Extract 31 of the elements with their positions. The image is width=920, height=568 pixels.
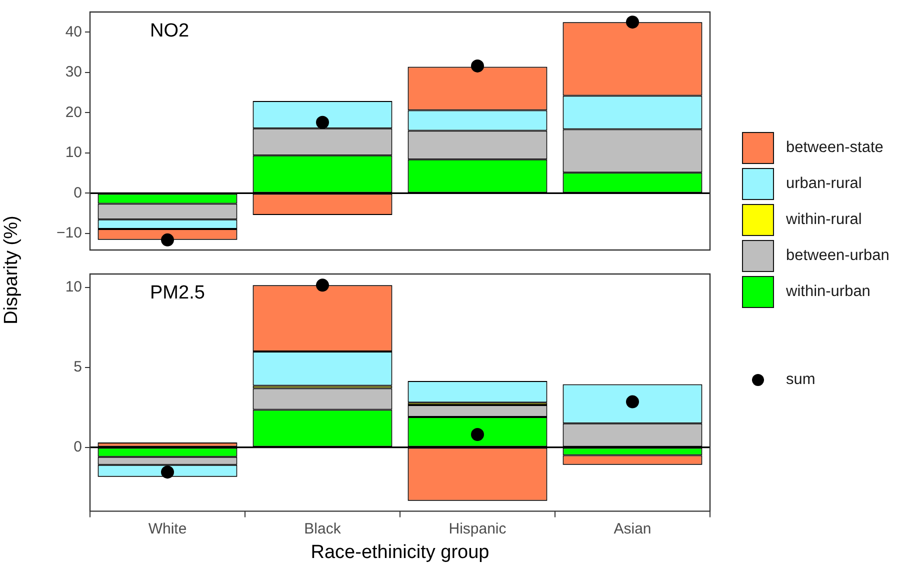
y-tick-label: 30 bbox=[65, 64, 82, 81]
point bbox=[161, 233, 174, 246]
legend-label: within-rural bbox=[786, 211, 862, 229]
legend-label: between-urban bbox=[786, 247, 890, 265]
x-tick-label: Black bbox=[304, 520, 342, 538]
x-tick-label: Asian bbox=[614, 520, 652, 538]
legend-label: within-urban bbox=[786, 283, 870, 301]
y-tick-label: 0 bbox=[74, 184, 82, 202]
y-tick-label: 5 bbox=[74, 358, 82, 376]
x-tick-label: White bbox=[148, 520, 187, 538]
y-axis-title: Disparity (%) bbox=[0, 214, 23, 326]
annotation: PM2.5 bbox=[150, 282, 205, 304]
y-tick-label: 20 bbox=[65, 104, 82, 121]
y-tick-label: 40 bbox=[65, 23, 82, 40]
y-tick-label: 0 bbox=[74, 438, 82, 456]
point bbox=[316, 116, 329, 129]
point bbox=[471, 59, 484, 72]
point bbox=[316, 278, 329, 292]
point bbox=[626, 16, 639, 29]
legend-label: urban-rural bbox=[786, 175, 862, 193]
x-axis-title: Race-ethinicity group bbox=[310, 542, 490, 563]
y-tick-label: 10 bbox=[65, 278, 82, 296]
legend-label: sum bbox=[786, 371, 816, 389]
x-tick-label: Hispanic bbox=[448, 520, 507, 538]
y-tick-label: −10 bbox=[56, 224, 82, 242]
annotation: NO2 bbox=[150, 20, 190, 42]
legend-label: between-state bbox=[786, 139, 884, 157]
y-tick-label: 10 bbox=[65, 144, 82, 162]
point bbox=[626, 395, 639, 408]
point bbox=[161, 466, 174, 479]
point bbox=[471, 428, 484, 442]
